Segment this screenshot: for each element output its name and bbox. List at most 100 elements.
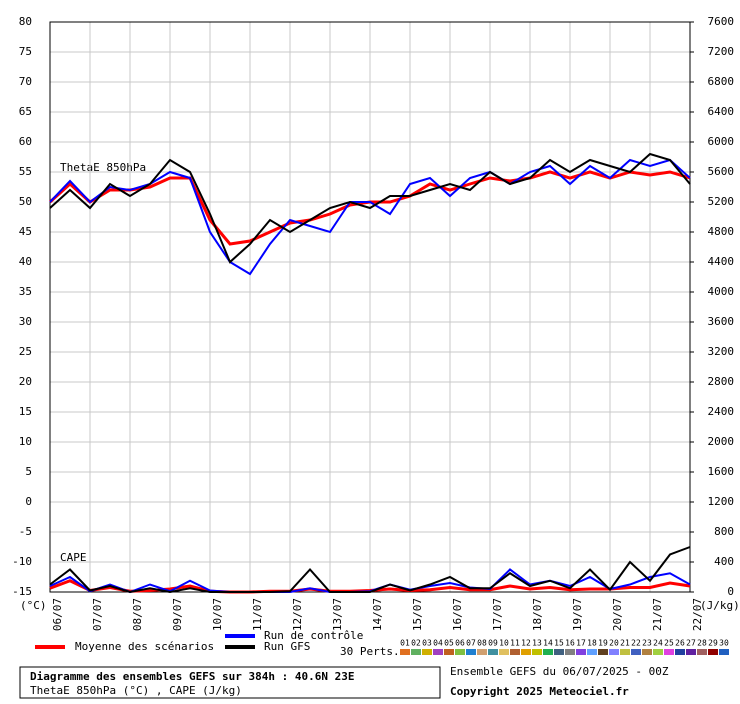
y2-tick-label: 2400 [708, 405, 735, 418]
footer-run: Ensemble GEFS du 06/07/2025 - 00Z [450, 665, 669, 678]
y2-tick-label: 6400 [708, 105, 735, 118]
y-tick-label: 70 [19, 75, 32, 88]
x-tick-label: 15/07 [411, 598, 424, 631]
perturbation-name: 15 [554, 639, 564, 648]
perturbation-swatch [400, 649, 410, 655]
perturbation-swatch [565, 649, 575, 655]
y2-tick-label: 4800 [708, 225, 735, 238]
perturbation-name: 10 [499, 639, 509, 648]
x-tick-label: 22/07 [691, 598, 704, 631]
perturbation-swatch [455, 649, 465, 655]
y-tick-label: 50 [19, 195, 32, 208]
perturbation-name: 14 [543, 639, 553, 648]
x-tick-label: 06/07 [51, 598, 64, 631]
perturbation-name: 26 [675, 639, 685, 648]
x-tick-label: 14/07 [371, 598, 384, 631]
y-tick-label: 20 [19, 375, 32, 388]
y2-tick-label: 3200 [708, 345, 735, 358]
perturbation-name: 09 [488, 639, 498, 648]
perturbation-name: 29 [708, 639, 718, 648]
y2-tick-label: 0 [727, 585, 734, 598]
perturbation-swatch [521, 649, 531, 655]
legend-label: Run GFS [264, 640, 310, 653]
y-tick-label: 30 [19, 315, 32, 328]
perturbation-swatch [719, 649, 729, 655]
y-tick-label: -15 [12, 585, 32, 598]
x-tick-label: 16/07 [451, 598, 464, 631]
y2-tick-label: 4400 [708, 255, 735, 268]
series-line [49, 546, 691, 594]
perturbation-swatch [543, 649, 553, 655]
y2-tick-label: 5200 [708, 195, 735, 208]
x-tick-label: 07/07 [91, 598, 104, 631]
legend-label: Moyenne des scénarios [75, 640, 214, 653]
y-tick-label: 55 [19, 165, 32, 178]
perturbation-swatch [708, 649, 718, 655]
perturbation-swatch [620, 649, 630, 655]
x-tick-label: 19/07 [571, 598, 584, 631]
perturbation-swatch [642, 649, 652, 655]
perturbation-swatch [686, 649, 696, 655]
perturbation-swatch [499, 649, 509, 655]
y-tick-label: 15 [19, 405, 32, 418]
perturbation-swatch [697, 649, 707, 655]
perturbation-name: 17 [576, 639, 586, 648]
x-tick-label: 10/07 [211, 598, 224, 631]
perturbation-swatch [411, 649, 421, 655]
perturbation-swatch [510, 649, 520, 655]
perturbation-swatch [444, 649, 454, 655]
y2-axis-unit: (J/kg) [700, 599, 740, 612]
perturbation-swatch [433, 649, 443, 655]
y2-tick-label: 4000 [708, 285, 735, 298]
cape-annotation: CAPE [60, 551, 87, 564]
perturbation-name: 11 [510, 639, 520, 648]
perturbation-name: 28 [697, 639, 707, 648]
perturbation-name: 02 [411, 639, 421, 648]
perturbation-name: 03 [422, 639, 432, 648]
y2-tick-label: 7200 [708, 45, 735, 58]
footer-copyright: Copyright 2025 Meteociel.fr [450, 685, 629, 698]
perturbation-name: 19 [598, 639, 608, 648]
y2-tick-label: 5600 [708, 165, 735, 178]
perturbation-name: 18 [587, 639, 597, 648]
y-tick-label: 60 [19, 135, 32, 148]
y2-tick-label: 6000 [708, 135, 735, 148]
y-tick-label: 65 [19, 105, 32, 118]
series-line [49, 158, 691, 276]
y-tick-label: 80 [19, 15, 32, 28]
y-tick-label: 40 [19, 255, 32, 268]
y2-tick-label: 800 [714, 525, 734, 538]
y2-tick-label: 400 [714, 555, 734, 568]
series-line [49, 152, 691, 264]
perturbation-swatch [664, 649, 674, 655]
x-tick-label: 11/07 [251, 598, 264, 631]
y-tick-label: 5 [25, 465, 32, 478]
y2-tick-label: 1200 [708, 495, 735, 508]
perturbation-name: 25 [664, 639, 674, 648]
perturbation-name: 01 [400, 639, 410, 648]
perturbation-swatch [422, 649, 432, 655]
perturbation-name: 05 [444, 639, 454, 648]
perturbation-name: 16 [565, 639, 575, 648]
perturbation-swatch [598, 649, 608, 655]
perturbation-name: 07 [466, 639, 476, 648]
perturbation-swatch [609, 649, 619, 655]
perturbation-swatch [631, 649, 641, 655]
perturbation-name: 12 [521, 639, 531, 648]
perturbation-name: 04 [433, 639, 443, 648]
thetae-annotation: ThetaE 850hPa [60, 161, 146, 174]
perturbation-name: 24 [653, 639, 663, 648]
perturbation-swatch [576, 649, 586, 655]
x-tick-label: 08/07 [131, 598, 144, 631]
y-tick-label: 25 [19, 345, 32, 358]
perturbation-name: 30 [719, 639, 729, 648]
perturbation-swatch [466, 649, 476, 655]
perturbation-name: 27 [686, 639, 696, 648]
x-tick-label: 20/07 [611, 598, 624, 631]
y-tick-label: 35 [19, 285, 32, 298]
x-tick-label: 17/07 [491, 598, 504, 631]
perturbation-name: 08 [477, 639, 487, 648]
perturbation-name: 06 [455, 639, 465, 648]
x-tick-label: 18/07 [531, 598, 544, 631]
